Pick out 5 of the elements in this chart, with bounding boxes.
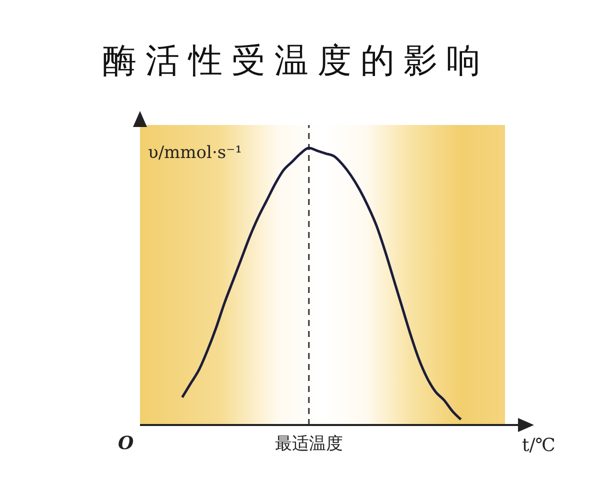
- text: O: [118, 433, 134, 454]
- chart-title: 酶活性受温度的影响: [102, 40, 490, 83]
- text: 最适温度: [274, 434, 343, 454]
- y-axis-title: υ/mmol·s⁻¹: [148, 143, 242, 163]
- x-axis-title: t/℃: [522, 435, 556, 456]
